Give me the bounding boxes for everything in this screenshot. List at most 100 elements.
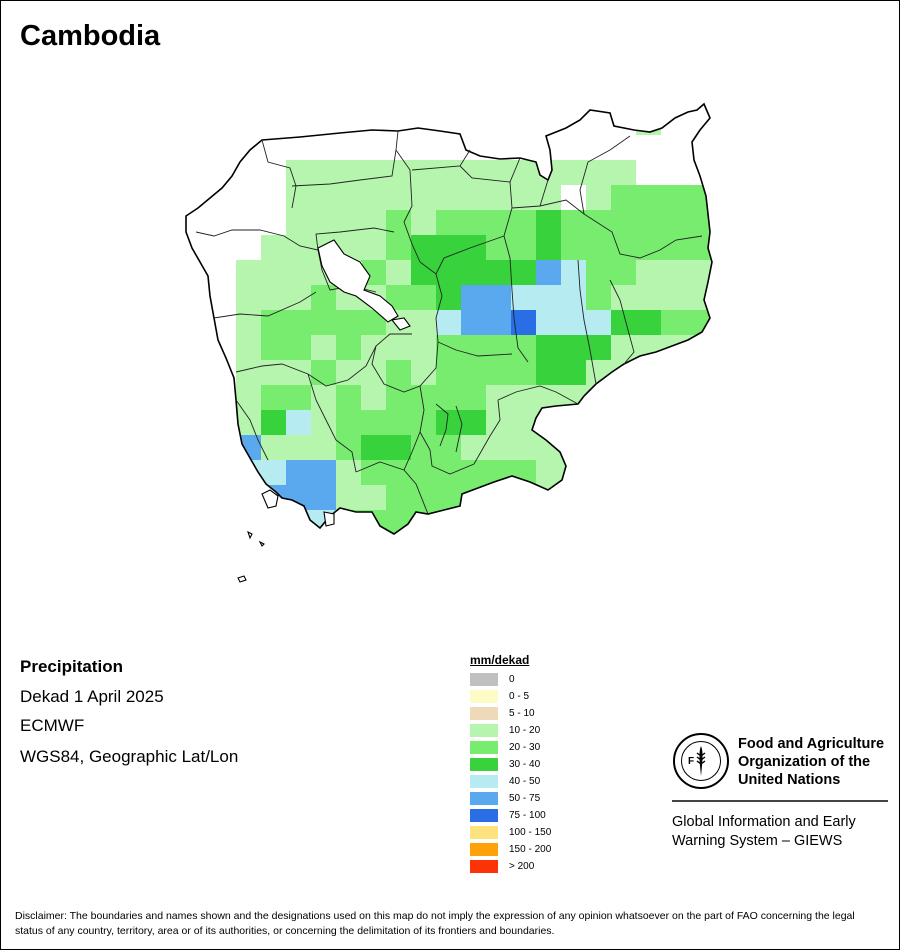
grid-cell bbox=[586, 535, 611, 560]
grid-cell bbox=[636, 485, 661, 510]
grid-cell bbox=[286, 435, 311, 460]
grid-cell bbox=[686, 435, 711, 460]
grid-cell bbox=[736, 410, 761, 435]
grid-cell bbox=[336, 335, 361, 360]
grid-cell bbox=[711, 310, 712, 335]
province-boundary bbox=[235, 333, 412, 387]
province-boundary bbox=[579, 135, 631, 215]
grid-cell bbox=[836, 485, 861, 510]
fao-logo-letter-f: F bbox=[688, 756, 694, 767]
grid-cell bbox=[736, 510, 761, 535]
grid-cell bbox=[761, 385, 786, 410]
legend-item: 10 - 20 bbox=[470, 722, 551, 739]
grid-cell bbox=[511, 310, 536, 335]
grid-cell bbox=[636, 460, 661, 485]
grid-cell bbox=[661, 310, 686, 335]
island bbox=[323, 511, 335, 527]
grid-cell bbox=[586, 510, 611, 534]
legend-label: 5 - 10 bbox=[509, 708, 535, 719]
grid-cell bbox=[361, 185, 386, 210]
grid-cell bbox=[611, 610, 636, 635]
legend-label: 0 bbox=[509, 674, 515, 685]
grid-cell bbox=[811, 510, 836, 535]
province-boundary bbox=[503, 181, 529, 363]
grid-cell bbox=[411, 310, 436, 335]
grid-cell bbox=[411, 235, 436, 260]
grid-cell bbox=[811, 460, 836, 485]
grid-cell bbox=[511, 285, 536, 310]
grid-cell bbox=[636, 260, 661, 285]
grid-cell bbox=[486, 285, 511, 310]
grid-cell bbox=[786, 310, 811, 335]
grid-cell bbox=[886, 210, 900, 235]
grid-cell bbox=[511, 435, 536, 460]
grid-cell bbox=[411, 585, 436, 610]
grid-cell bbox=[436, 485, 461, 510]
legend-item: 40 - 50 bbox=[470, 773, 551, 790]
fao-divider bbox=[672, 800, 888, 802]
legend-label: 40 - 50 bbox=[509, 776, 541, 787]
grid-cell bbox=[536, 335, 561, 360]
grid-cell bbox=[561, 610, 586, 635]
grid-cell bbox=[786, 335, 811, 360]
legend-label: > 200 bbox=[509, 861, 535, 872]
grid-cell bbox=[611, 185, 636, 210]
province-boundary bbox=[609, 279, 635, 365]
grid-cell bbox=[411, 335, 436, 360]
source-label: ECMWF bbox=[20, 716, 85, 735]
grid-cell bbox=[861, 410, 886, 435]
grid-cell bbox=[636, 410, 661, 435]
grid-cell bbox=[286, 485, 311, 510]
grid-cell bbox=[486, 185, 511, 210]
grid-cell bbox=[261, 585, 286, 610]
grid-cell bbox=[361, 635, 386, 640]
grid-cell bbox=[811, 335, 836, 360]
grid-cell bbox=[511, 185, 536, 210]
grid-cell bbox=[636, 610, 661, 635]
grid-cell bbox=[261, 310, 286, 335]
province-boundary bbox=[261, 139, 297, 209]
grid-cell bbox=[311, 535, 336, 560]
grid-cell bbox=[836, 410, 861, 435]
legend-swatch bbox=[470, 775, 498, 788]
grid-cell bbox=[836, 460, 861, 485]
grid-cell bbox=[686, 460, 711, 485]
grid-cell bbox=[686, 260, 711, 285]
grid-cell bbox=[586, 210, 611, 235]
grid-cell bbox=[811, 435, 836, 460]
grid-cell bbox=[386, 485, 411, 510]
grid-cell bbox=[411, 635, 436, 640]
map-title: Cambodia bbox=[20, 20, 161, 52]
grid-cell bbox=[586, 235, 611, 260]
grid-cell bbox=[536, 610, 561, 635]
legend-item: > 200 bbox=[470, 858, 551, 875]
grid-cell bbox=[886, 335, 900, 360]
grid-cell bbox=[461, 585, 486, 610]
grid-cell bbox=[711, 460, 712, 485]
grid-cell bbox=[286, 185, 311, 210]
grid-cell bbox=[436, 635, 461, 640]
grid-cell bbox=[786, 485, 811, 510]
grid-cell bbox=[811, 260, 836, 285]
grid-cell bbox=[536, 410, 561, 435]
grid-cell bbox=[761, 535, 786, 560]
grid-cell bbox=[286, 260, 311, 285]
grid-cell bbox=[536, 560, 561, 585]
grid-cell bbox=[736, 435, 761, 460]
grid-cell bbox=[261, 435, 286, 460]
grid-cell bbox=[686, 235, 711, 260]
grid-cell bbox=[486, 610, 511, 635]
grid-cell bbox=[536, 310, 561, 335]
grid-cell bbox=[286, 360, 311, 385]
grid-cell bbox=[561, 310, 586, 335]
grid-cell bbox=[836, 210, 861, 235]
grid-cell bbox=[711, 435, 712, 460]
grid-cell bbox=[361, 460, 386, 485]
grid-cell bbox=[886, 160, 900, 185]
grid-cell bbox=[611, 560, 636, 585]
grid-cell bbox=[736, 485, 761, 510]
grid-cell bbox=[411, 285, 436, 310]
grid-cell bbox=[811, 360, 836, 385]
grid-cell bbox=[311, 310, 336, 335]
grid-cell bbox=[461, 235, 486, 260]
